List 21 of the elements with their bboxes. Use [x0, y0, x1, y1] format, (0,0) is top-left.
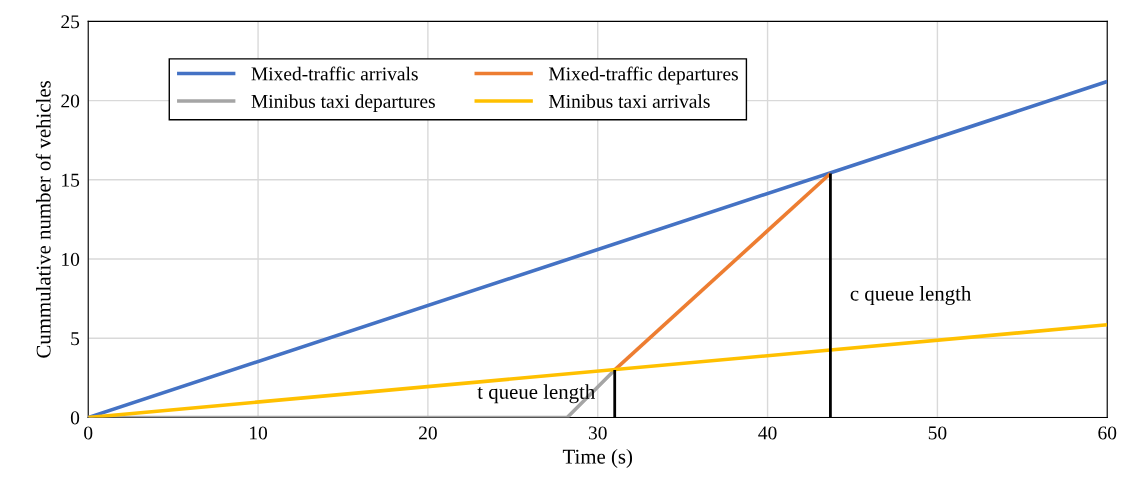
annotation: c queue length	[850, 286, 972, 305]
y-tick-label: 0	[70, 411, 80, 425]
x-tick-label: 60	[1098, 426, 1117, 440]
x-axis-title: Time (s)	[562, 449, 633, 468]
legend-label: Mixed-traffic departures	[548, 66, 738, 85]
y-tick-label: 25	[61, 15, 80, 29]
x-tick-label: 0	[84, 426, 93, 440]
x-tick-label: 20	[419, 426, 437, 440]
x-tick-label: 50	[928, 426, 947, 440]
legend-label: Minibus taxi arrivals	[548, 94, 710, 108]
y-tick-label: 5	[71, 332, 80, 346]
y-tick-label: 10	[62, 252, 80, 266]
x-tick-label: 30	[588, 426, 607, 440]
legend-label: Mixed-traffic arrivals	[251, 66, 418, 81]
y-tick-label: 20	[61, 94, 80, 108]
x-tick-label: 40	[758, 426, 777, 440]
annotation: t queue length	[477, 384, 595, 404]
legend-label: Minibus taxi departures	[251, 94, 435, 112]
x-tick-label: 10	[250, 426, 268, 440]
y-tick-label: 15	[62, 173, 80, 187]
y-axis-title: Cummulative number of vehicles	[35, 81, 51, 358]
